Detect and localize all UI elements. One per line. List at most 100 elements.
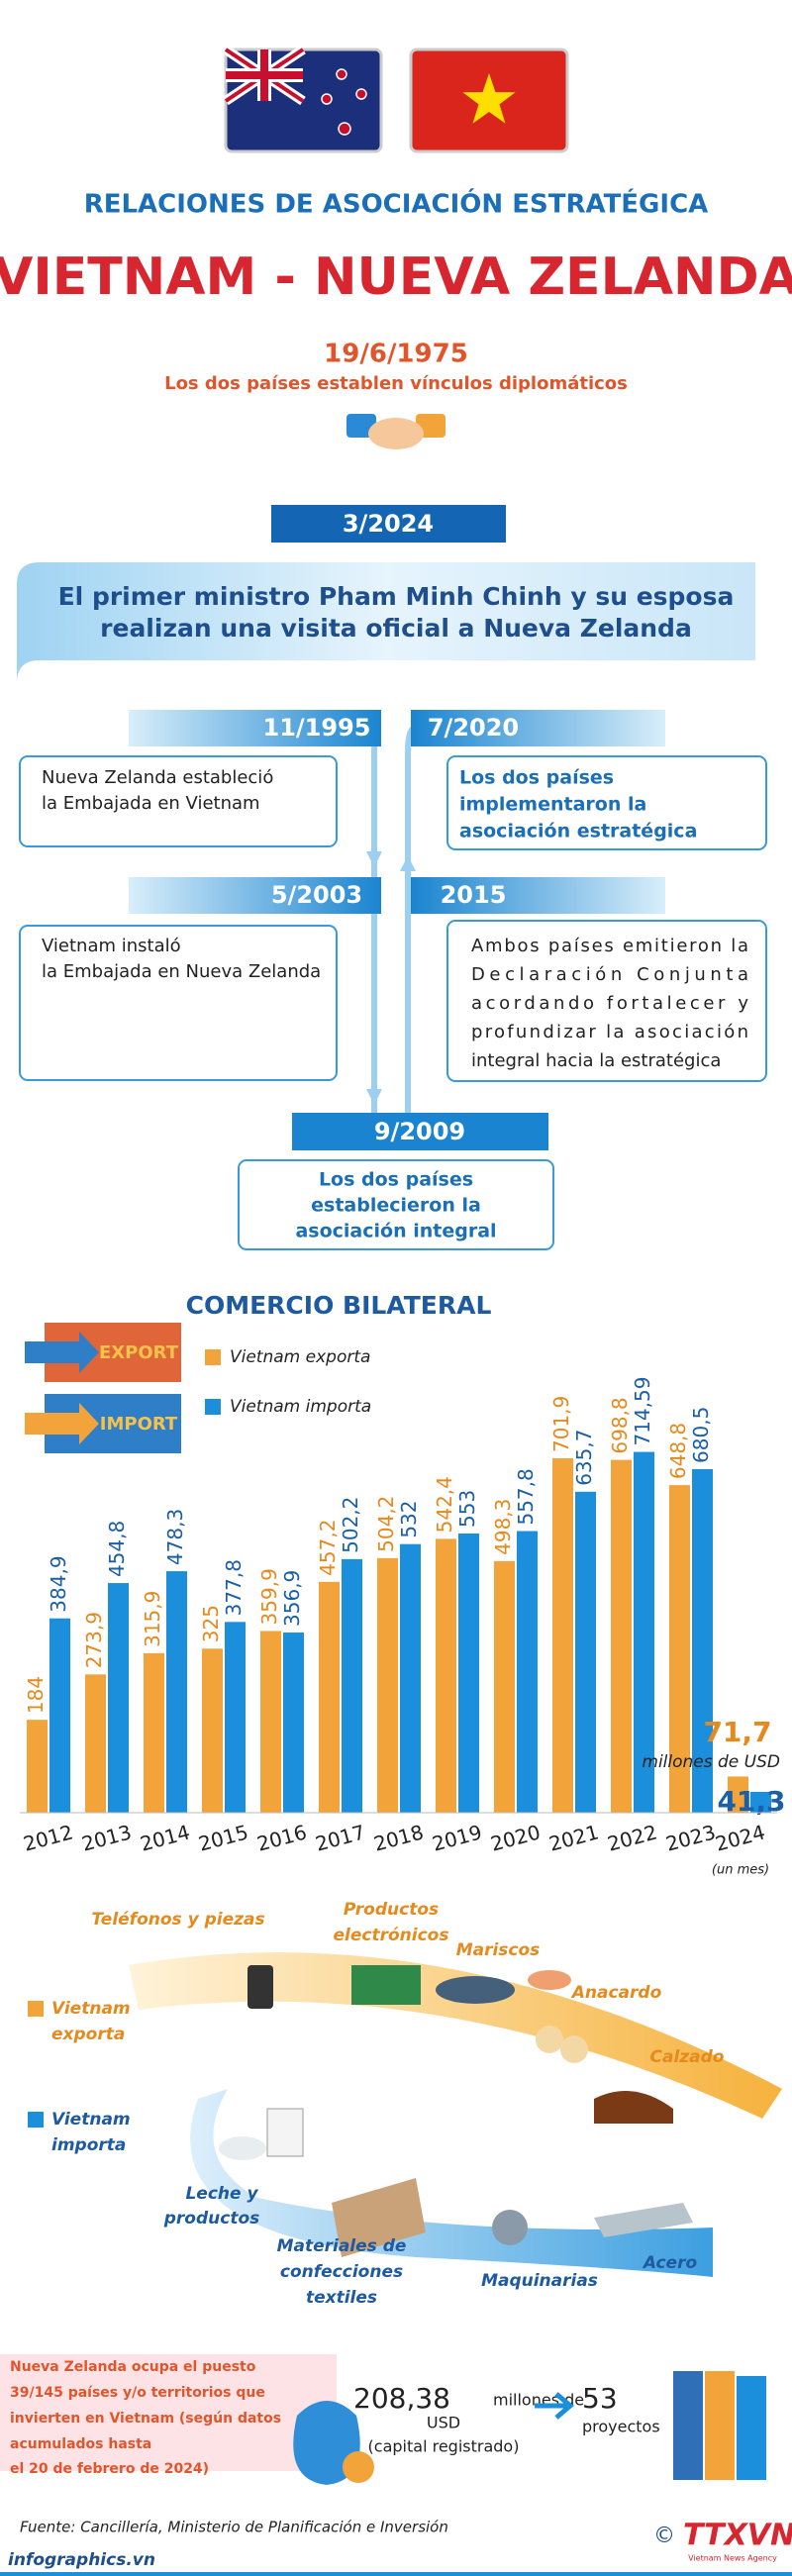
event-date: 11/1995: [263, 714, 371, 742]
event-text: integral hacia la estratégica: [471, 1050, 721, 1071]
event-text: Los dos países: [459, 767, 614, 789]
value-label: 71,7: [703, 1716, 771, 1748]
value-label: 635,7: [572, 1430, 596, 1486]
unit-label: millones de USD: [642, 1752, 780, 1772]
x-tick-label: 2022: [605, 1820, 659, 1855]
event-text: implementaron la: [459, 794, 646, 816]
date-box: [129, 877, 381, 914]
event-text: asociación estratégica: [459, 821, 697, 842]
product-label: confecciones: [280, 2262, 403, 2282]
value-label: 498,3: [491, 1499, 515, 1555]
bar: [166, 1571, 187, 1813]
value-label: 714,59: [631, 1377, 654, 1446]
logo-sub: Vietnam News Agency: [688, 2554, 777, 2563]
x-tick-label: 2012: [21, 1820, 75, 1855]
value-label: 680,5: [689, 1407, 713, 1463]
handshake-icon: [346, 414, 446, 449]
vn-flag: [409, 48, 569, 153]
x-tick-label: 2013: [79, 1820, 134, 1855]
investment-text: Nueva Zelanda ocupa el puesto: [10, 2359, 256, 2375]
date-box: [129, 710, 381, 746]
event-date: 5/2003: [271, 881, 362, 909]
investment-text: el 20 de febrero de 2024): [10, 2461, 209, 2477]
value-label: 377,8: [222, 1559, 246, 1616]
bar: [517, 1531, 538, 1813]
value-label: 384,9: [47, 1555, 70, 1612]
event-text: establecieron la: [311, 1195, 481, 1217]
product-icons: [219, 1965, 693, 2257]
event-text: la Embajada en Nueva Zelanda: [42, 961, 321, 982]
container-icon: EXPORT IMPORT: [25, 1323, 181, 1453]
capital-unit: USD: [427, 2414, 460, 2432]
legend-swatch: [28, 2001, 44, 2017]
visit-banner: [17, 562, 755, 683]
folders-icon: [673, 2371, 766, 2480]
x-tick-label: 2023: [663, 1820, 718, 1855]
value-label: 502,2: [339, 1497, 362, 1553]
import-band: [190, 2089, 713, 2277]
x-tick-label: 2024: [713, 1820, 767, 1855]
value-label: 532: [397, 1500, 421, 1537]
legend-label: Vietnam exporta: [230, 1347, 370, 1367]
value-label: 315,9: [141, 1591, 164, 1647]
logo: TTXVN: [683, 2519, 792, 2553]
value-label: 325: [199, 1605, 223, 1642]
bar: [342, 1558, 362, 1813]
investment-text: 39/145 países y/o territorios que: [10, 2385, 265, 2401]
bar: [728, 1776, 748, 1813]
event-box: [446, 755, 767, 850]
event-date: 7/2020: [428, 714, 519, 742]
value-label: 184: [24, 1676, 48, 1714]
event-date: 9/2009: [374, 1118, 465, 1145]
export-label: exporta: [51, 2025, 125, 2044]
bar: [750, 1791, 771, 1813]
projects-unit: proyectos: [582, 2418, 660, 2436]
value-label: 557,8: [514, 1468, 538, 1525]
chart-title: COMERCIO BILATERAL: [186, 1291, 492, 1320]
product-label: Acero: [642, 2253, 698, 2273]
event-box: [238, 1159, 554, 1250]
investment-panel: [0, 2354, 337, 2471]
bar: [50, 1618, 70, 1813]
date-box: [411, 877, 665, 914]
x-tick-label: 2016: [254, 1820, 309, 1855]
visit-date-box: [271, 505, 506, 543]
bar: [319, 1581, 340, 1813]
origin-date: 19/6/1975: [324, 340, 468, 369]
arrow: [400, 855, 416, 871]
product-label: Calzado: [650, 2047, 725, 2067]
import-label: importa: [51, 2135, 126, 2155]
event-text: Los dos países: [319, 1169, 473, 1191]
copyright-symbol: ©: [653, 2524, 675, 2548]
event-text: profundizar la asociación: [471, 1022, 748, 1042]
bar: [692, 1468, 713, 1813]
investment-text: invierten en Vietnam (según datos: [10, 2411, 281, 2427]
x-tick-label: 2019: [430, 1820, 484, 1855]
legend-swatch: [205, 1399, 221, 1415]
bar: [494, 1560, 515, 1813]
bar: [225, 1622, 246, 1813]
event-text: Ambos países emitieron la: [471, 936, 748, 956]
source: Fuente: Cancillería, Ministerio de Plani…: [20, 2519, 448, 2536]
projects-value: 53: [582, 2382, 618, 2415]
bar: [260, 1631, 281, 1813]
export-band: [129, 1952, 782, 2119]
subtitle: RELACIONES DE ASOCIACIÓN ESTRATÉGICA: [84, 188, 709, 220]
bar: [27, 1720, 48, 1813]
bar: [144, 1652, 164, 1813]
x-tick-label: 2015: [196, 1820, 250, 1855]
visit-text: realizan una visita oficial a Nueva Zela…: [100, 614, 692, 643]
event-text: acordando fortalecer y: [471, 993, 748, 1014]
arrow: [366, 1089, 382, 1105]
x-tick-label: 2020: [488, 1820, 543, 1855]
value-label: 478,3: [163, 1509, 187, 1565]
investment-text: acumulados hasta: [10, 2436, 151, 2452]
event-text: Vietnam instaló: [42, 936, 181, 956]
import-label: Vietnam: [51, 2110, 131, 2130]
value-label: 359,9: [257, 1568, 281, 1625]
bar: [552, 1458, 573, 1813]
bar: [85, 1674, 106, 1813]
product-label: Teléfonos y piezas: [91, 1910, 264, 1930]
legend-label: Vietnam importa: [230, 1397, 371, 1417]
value-label: 542,4: [433, 1476, 456, 1533]
